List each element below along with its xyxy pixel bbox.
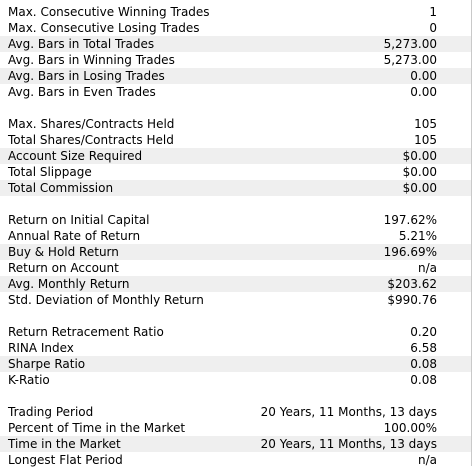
- metric-label: Avg. Bars in Winning Trades: [8, 53, 175, 67]
- metric-value: 5.21%: [398, 229, 437, 243]
- metric-label: Annual Rate of Return: [8, 229, 141, 243]
- report-row: Time in the Market 20 Years, 11 Months, …: [0, 436, 471, 452]
- metric-value: $990.76: [387, 293, 437, 307]
- metric-value: 0.08: [410, 373, 437, 387]
- report-row: Account Size Required $0.00: [0, 148, 471, 164]
- report-row: Max. Shares/Contracts Held 105: [0, 116, 471, 132]
- metric-value: 20 Years, 11 Months, 13 days: [260, 405, 437, 419]
- metric-value: 196.69%: [383, 245, 437, 259]
- metric-label: Account Size Required: [8, 149, 143, 163]
- report-row: K-Ratio 0.08: [0, 372, 471, 388]
- metric-label: Max. Consecutive Losing Trades: [8, 21, 200, 35]
- metric-label: Longest Flat Period: [8, 453, 123, 467]
- metric-value: $0.00: [402, 149, 437, 163]
- metric-label: Avg. Bars in Losing Trades: [8, 69, 165, 83]
- metric-label: K-Ratio: [8, 373, 50, 387]
- report-row: Longest Flat Period n/a: [0, 452, 471, 468]
- metric-label: Return on Initial Capital: [8, 213, 150, 227]
- metric-label: Total Slippage: [8, 165, 92, 179]
- metric-label: Total Shares/Contracts Held: [8, 133, 174, 147]
- metric-value: 0.20: [410, 325, 437, 339]
- metric-value: 0.00: [410, 69, 437, 83]
- report-row: Return on Account n/a: [0, 260, 471, 276]
- metric-value: 6.58: [410, 341, 437, 355]
- metric-value: $0.00: [402, 165, 437, 179]
- report-row: RINA Index 6.58: [0, 340, 471, 356]
- report-row: Return on Initial Capital 197.62%: [0, 212, 471, 228]
- metric-value: 0.00: [410, 85, 437, 99]
- report-row: Avg. Bars in Winning Trades 5,273.00: [0, 52, 471, 68]
- metric-value: 105: [414, 117, 437, 131]
- report-row: Avg. Bars in Even Trades 0.00: [0, 84, 471, 100]
- metric-label: Std. Deviation of Monthly Return: [8, 293, 204, 307]
- report-row: Avg. Bars in Total Trades 5,273.00: [0, 36, 471, 52]
- metric-value: 5,273.00: [383, 53, 437, 67]
- metric-label: Total Commission: [8, 181, 114, 195]
- report-row: Percent of Time in the Market 100.00%: [0, 420, 471, 436]
- metric-value: 5,273.00: [383, 37, 437, 51]
- metric-label: Avg. Bars in Total Trades: [8, 37, 155, 51]
- report-row: Trading Period 20 Years, 11 Months, 13 d…: [0, 404, 471, 420]
- report-row: Return Retracement Ratio 0.20: [0, 324, 471, 340]
- metric-value: n/a: [417, 261, 437, 275]
- metric-label: Buy & Hold Return: [8, 245, 119, 259]
- metric-label: Avg. Monthly Return: [8, 277, 130, 291]
- metric-value: 105: [414, 133, 437, 147]
- report-row: Buy & Hold Return 196.69%: [0, 244, 471, 260]
- report-row: Max. Consecutive Losing Trades 0: [0, 20, 471, 36]
- metric-label: Max. Shares/Contracts Held: [8, 117, 175, 131]
- metric-label: Return on Account: [8, 261, 119, 275]
- metric-label: Max. Consecutive Winning Trades: [8, 5, 210, 19]
- report-row: Std. Deviation of Monthly Return $990.76: [0, 292, 471, 308]
- report-row: Sharpe Ratio 0.08: [0, 356, 471, 372]
- metric-value: n/a: [417, 453, 437, 467]
- metric-label: Trading Period: [8, 405, 94, 419]
- metric-value: 197.62%: [383, 213, 437, 227]
- report-row: Total Slippage $0.00: [0, 164, 471, 180]
- metric-label: RINA Index: [8, 341, 74, 355]
- metric-label: Sharpe Ratio: [8, 357, 86, 371]
- metric-value: 20 Years, 11 Months, 13 days: [260, 437, 437, 451]
- metric-label: Avg. Bars in Even Trades: [8, 85, 156, 99]
- metric-label: Return Retracement Ratio: [8, 325, 164, 339]
- metric-value: 1: [429, 5, 437, 19]
- metric-label: Time in the Market: [8, 437, 121, 451]
- metric-value: $203.62: [387, 277, 437, 291]
- report-row: Total Shares/Contracts Held 105: [0, 132, 471, 148]
- report-row: Annual Rate of Return 5.21%: [0, 228, 471, 244]
- metric-label: Percent of Time in the Market: [8, 421, 186, 435]
- metric-value: 0: [429, 21, 437, 35]
- report-row: Total Commission $0.00: [0, 180, 471, 196]
- report-row: Avg. Bars in Losing Trades 0.00: [0, 68, 471, 84]
- metric-value: 0.08: [410, 357, 437, 371]
- metric-value: 100.00%: [383, 421, 437, 435]
- report-row: Max. Consecutive Winning Trades 1: [0, 4, 471, 20]
- metric-value: $0.00: [402, 181, 437, 195]
- report-row: Avg. Monthly Return $203.62: [0, 276, 471, 292]
